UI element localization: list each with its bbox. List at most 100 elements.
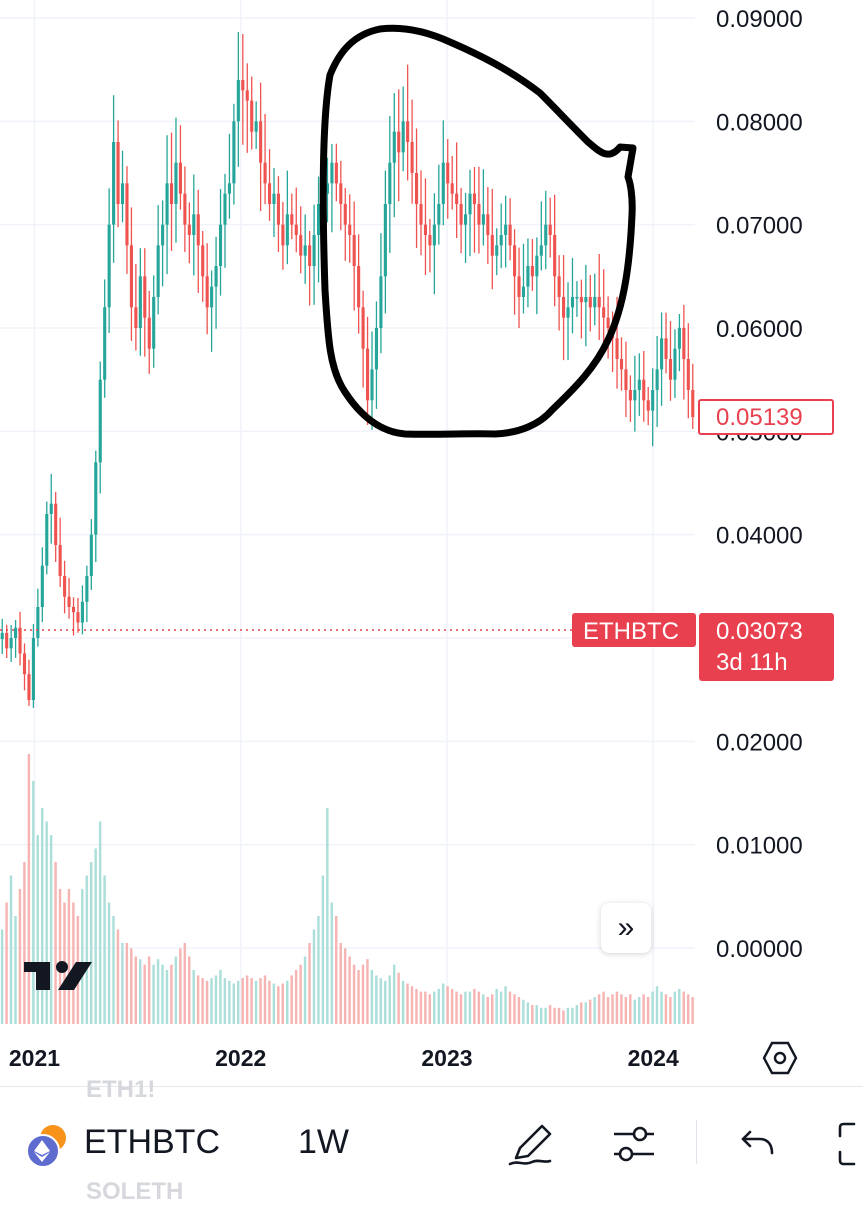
candle-body (45, 514, 49, 566)
candle-body (423, 224, 428, 235)
time-tick-label: 2024 (628, 1045, 679, 1071)
candle-body (169, 183, 174, 204)
candle-body (254, 121, 258, 132)
candle-body (406, 121, 410, 142)
volume-bar (165, 970, 169, 1024)
candle-body (58, 545, 62, 576)
volume-bar (14, 916, 17, 1024)
interval-selector[interactable]: 1W (298, 1123, 349, 1161)
volume-bar (450, 988, 454, 1024)
volume-bar (214, 975, 218, 1024)
candle-body (459, 204, 463, 225)
candle-body (392, 131, 396, 163)
candle-body (468, 193, 472, 215)
volume-bar (424, 991, 427, 1024)
candle-body (593, 297, 597, 308)
candle-body (276, 193, 281, 225)
volume-bar (379, 978, 383, 1024)
indicators-sliders-icon[interactable] (610, 1122, 658, 1171)
volume-bar (482, 994, 485, 1024)
volume-bar (326, 808, 329, 1024)
volume-bar (312, 929, 316, 1024)
volume-bar (343, 948, 347, 1024)
candle-body (397, 131, 401, 153)
volume-bar (571, 1007, 574, 1024)
candle-body (67, 596, 71, 607)
candle-body (9, 638, 13, 649)
volume-bar (468, 991, 472, 1024)
volume-bar (655, 986, 659, 1024)
volume-bar (593, 997, 596, 1024)
volume-bar (642, 994, 645, 1024)
candle-body (22, 653, 27, 675)
volume-bar (410, 986, 414, 1024)
candle-body (464, 214, 468, 225)
volume-bar (219, 970, 222, 1024)
volume-bar (277, 986, 280, 1024)
volume-bar (228, 980, 231, 1024)
volume-bar (272, 983, 276, 1024)
volume-bar (54, 862, 57, 1024)
undo-icon[interactable] (740, 1126, 776, 1167)
volume-bar (606, 997, 610, 1024)
candle-body (27, 674, 31, 700)
drawing-pen-icon[interactable] (506, 1118, 556, 1173)
volume-bar (504, 986, 507, 1024)
volume-bar (539, 1007, 543, 1024)
volume-bar (36, 835, 39, 1024)
time-axis[interactable]: 2021 2022 2023 2024 (9, 1045, 679, 1071)
volume-bar (388, 975, 391, 1024)
candle-body (294, 224, 298, 235)
chart-settings-icon[interactable] (762, 1040, 798, 1081)
volume-bar (152, 964, 155, 1024)
fullscreen-icon[interactable] (838, 1122, 863, 1171)
candle-body (201, 245, 205, 277)
price-axis[interactable]: 0.090000.080000.070000.060000.050000.040… (716, 6, 803, 963)
candle-body (147, 317, 151, 349)
volume-bar (691, 997, 694, 1024)
candle-body (530, 266, 534, 277)
candle-body (49, 503, 53, 514)
volume-bar (357, 970, 360, 1024)
scroll-to-realtime-button[interactable]: » (601, 903, 651, 953)
volume-bar (637, 997, 641, 1024)
candle-body (544, 224, 548, 246)
volume-bar (686, 994, 690, 1024)
candle-body (383, 204, 387, 277)
volume-bar (580, 1002, 583, 1024)
candle-body (312, 235, 316, 266)
volume-bar (286, 980, 289, 1024)
candle-body (388, 162, 392, 204)
candle-body (584, 297, 588, 303)
symbol-selector[interactable]: ETHBTC (84, 1123, 220, 1161)
volume-bar (89, 862, 93, 1024)
candle-body (562, 297, 566, 318)
volume-bar (281, 983, 285, 1024)
volume-bar (678, 988, 681, 1024)
volume-bar (522, 999, 525, 1024)
price-tick-label: 0.01000 (716, 833, 803, 860)
volume-bar (49, 835, 53, 1024)
candle-body (112, 142, 116, 225)
candle-body (365, 348, 370, 401)
volume-bars (0, 754, 694, 1024)
price-tick-label: 0.07000 (716, 213, 803, 240)
candle-body (414, 173, 419, 204)
volume-bar (121, 943, 124, 1024)
candle-body (156, 245, 160, 297)
candle-body (214, 266, 218, 287)
candle-body (165, 183, 169, 225)
volume-bar (45, 821, 48, 1024)
volume-bar (98, 821, 102, 1024)
volume-bar (392, 964, 396, 1024)
candle-body (628, 390, 632, 401)
candle-body (316, 204, 321, 235)
price-chart[interactable]: 0.090000.080000.070000.060000.050000.040… (0, 0, 863, 1090)
volume-bar (548, 1005, 552, 1024)
candle-body (513, 245, 517, 277)
volume-bar (499, 991, 503, 1024)
volume-bar (196, 975, 200, 1024)
volume-bar (103, 875, 106, 1024)
volume-bar (517, 997, 521, 1024)
volume-bar (205, 980, 209, 1024)
